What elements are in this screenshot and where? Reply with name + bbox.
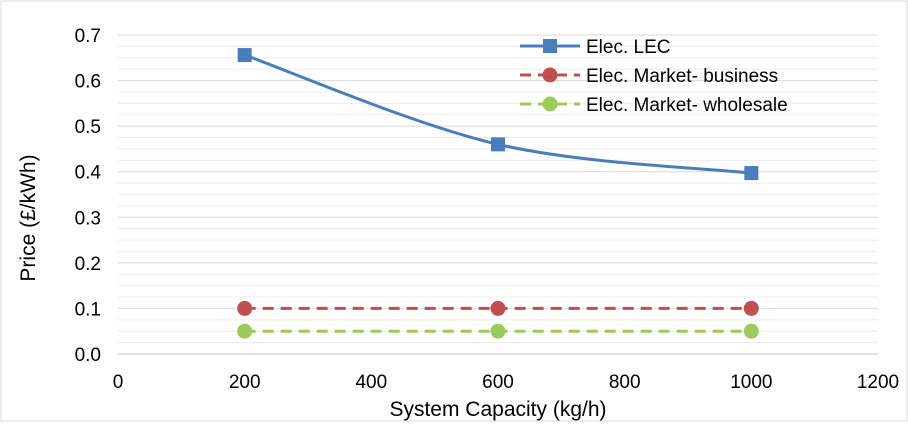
x-tick-label: 1000 — [730, 372, 772, 393]
data-point — [743, 323, 759, 339]
legend-entry: Elec. LEC — [520, 37, 670, 58]
legend-entry: Elec. Market- business — [520, 66, 778, 87]
data-point — [490, 323, 506, 339]
y-tick-label: 0.0 — [75, 345, 101, 366]
data-point — [237, 300, 253, 316]
x-axis-title: System Capacity (kg/h) — [389, 398, 606, 421]
data-point — [743, 300, 759, 316]
data-point — [744, 166, 759, 181]
axes: 0.0 0.1 0.2 0.3 0.4 0.5 0.6 0.7 0 200 400 600 800 100… — [75, 26, 900, 393]
x-tick-label: 800 — [609, 372, 641, 393]
series-2 — [237, 300, 759, 316]
y-tick-label: 0.2 — [75, 254, 101, 275]
y-tick-label: 0.1 — [75, 299, 101, 320]
y-tick-label: 0.6 — [75, 72, 101, 93]
legend: Elec. LEC Elec. Market- business Elec. Mar… — [520, 37, 788, 116]
legend-label: Elec. LEC — [586, 37, 670, 58]
y-tick-label: 0.7 — [75, 26, 101, 47]
series-1 — [237, 48, 759, 181]
data-point — [237, 323, 253, 339]
series-3 — [237, 323, 759, 339]
y-axis-title: Price (£/kWh) — [17, 154, 40, 281]
data-point — [237, 48, 252, 63]
data-point — [490, 300, 506, 316]
x-tick-label: 1200 — [857, 372, 899, 393]
legend-entry: Elec. Market- wholesale — [520, 95, 788, 116]
data-point — [491, 137, 505, 152]
x-tick-label: 0 — [113, 372, 124, 393]
legend-marker — [542, 67, 558, 83]
gridlines — [118, 34, 878, 355]
y-tick-label: 0.5 — [75, 117, 101, 138]
series — [237, 48, 759, 339]
legend-marker — [542, 96, 558, 112]
legend-label: Elec. Market- business — [586, 66, 778, 87]
legend-marker — [543, 39, 557, 53]
y-tick-label: 0.4 — [75, 163, 102, 184]
y-tick-label: 0.3 — [75, 208, 101, 229]
x-tick-label: 600 — [482, 372, 514, 393]
legend-label: Elec. Market- wholesale — [586, 95, 788, 116]
x-tick-label: 200 — [229, 372, 261, 393]
x-tick-label: 400 — [355, 372, 387, 393]
